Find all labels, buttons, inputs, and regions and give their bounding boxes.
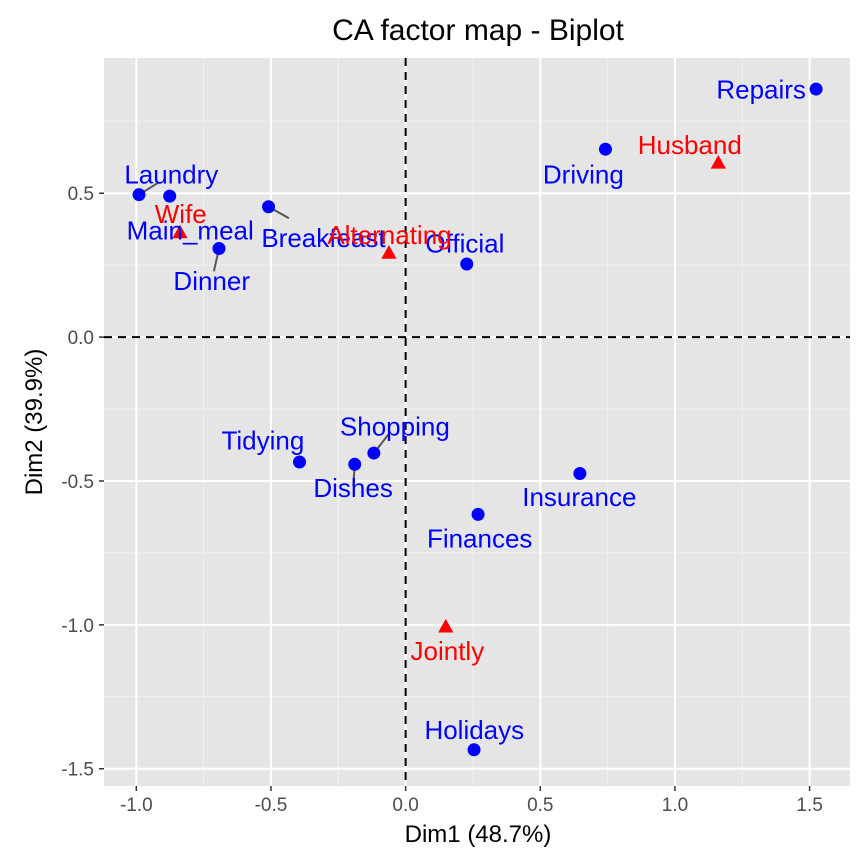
label-finances: Finances xyxy=(427,524,533,554)
point-wife xyxy=(172,224,188,239)
label-alternating: Alternating xyxy=(327,220,451,250)
label-wife: Wife xyxy=(155,199,207,229)
y-axis-ticks: -1.5 -1.0 -0.5 0.0 0.5 xyxy=(61,184,104,781)
point-dinner xyxy=(212,241,226,255)
label-main-meal: Main_meal xyxy=(127,216,254,246)
x-tick-label: 1.5 xyxy=(796,795,822,816)
label-laundry: Laundry xyxy=(124,160,218,190)
y-axis-title: Dim2 (39.9%) xyxy=(21,349,48,496)
y-tick-label: -1.5 xyxy=(61,760,94,781)
label-jointly: Jointly xyxy=(411,636,485,666)
data-labels: Laundry Main_meal Dinner Breakfeast Tidying D… xyxy=(124,75,806,745)
point-breakfeast xyxy=(262,200,276,214)
point-dishes xyxy=(348,457,362,471)
point-finances xyxy=(471,507,485,521)
label-breakfeast: Breakfeast xyxy=(261,223,386,253)
point-husband xyxy=(710,155,726,169)
label-tidying: Tidying xyxy=(221,426,304,456)
label-husband: Husband xyxy=(638,130,742,160)
reference-lines xyxy=(104,58,850,786)
point-driving xyxy=(598,142,612,156)
label-driving: Driving xyxy=(543,160,624,190)
y-tick-label: -1.0 xyxy=(61,616,94,637)
y-tick-label: 0.0 xyxy=(68,328,94,349)
y-tick-label: 0.5 xyxy=(68,184,94,205)
x-tick-label: 0.5 xyxy=(527,795,553,816)
label-repairs: Repairs xyxy=(716,75,806,105)
point-holidays xyxy=(467,743,481,757)
point-insurance xyxy=(573,467,587,481)
label-official: Official xyxy=(425,229,504,259)
x-tick-label: -1.0 xyxy=(120,795,153,816)
x-tick-label: 1.0 xyxy=(662,795,688,816)
chart-title: CA factor map - Biplot xyxy=(332,14,624,47)
label-insurance: Insurance xyxy=(522,482,636,512)
point-tidying xyxy=(293,455,307,469)
x-tick-label: -0.5 xyxy=(255,795,288,816)
label-holidays: Holidays xyxy=(424,715,524,745)
point-alternating xyxy=(381,245,397,259)
plot-panel xyxy=(104,58,850,786)
x-tick-label: 0.0 xyxy=(392,795,418,816)
label-shopping: Shopping xyxy=(340,411,450,441)
point-laundry xyxy=(132,188,146,202)
x-axis-title: Dim1 (48.7%) xyxy=(405,821,552,848)
label-dishes: Dishes xyxy=(313,473,392,503)
minor-gridlines xyxy=(104,58,850,786)
y-tick-label: -0.5 xyxy=(61,472,94,493)
point-main-meal xyxy=(163,189,177,203)
point-shopping xyxy=(367,446,381,460)
point-official xyxy=(460,257,474,271)
data-markers xyxy=(132,82,823,757)
point-jointly xyxy=(438,618,454,633)
point-repairs xyxy=(809,82,823,96)
x-axis-ticks: -1.0 -0.5 0.0 0.5 1.0 1.5 xyxy=(120,786,823,816)
label-dinner: Dinner xyxy=(173,266,250,296)
